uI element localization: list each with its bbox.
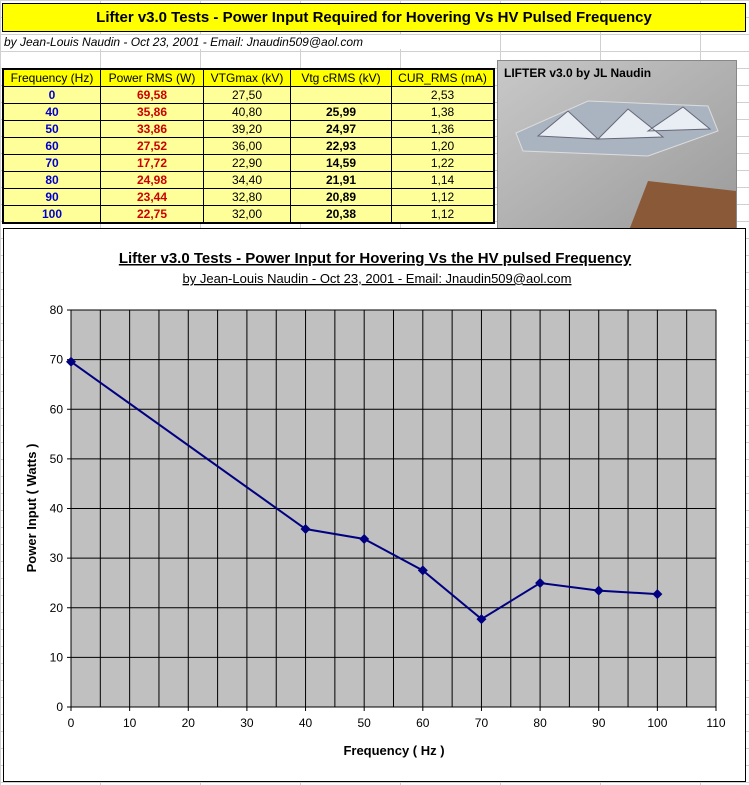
x-tick-label: 110 (706, 716, 725, 730)
table-cell: 21,91 (290, 171, 392, 189)
data-point (300, 524, 311, 535)
table-cell: 1,12 (391, 188, 495, 206)
table-cell: 20,89 (290, 188, 392, 206)
table-cell: 40,80 (203, 103, 291, 121)
table-cell: 1,12 (391, 205, 495, 224)
table-cell: 69,58 (100, 86, 204, 104)
table-cell: 1,14 (391, 171, 495, 189)
series-line (70, 360, 658, 621)
y-tick-label: 40 (50, 502, 64, 516)
table-cell (290, 86, 392, 104)
column-header: Power RMS (W) (100, 68, 204, 87)
x-tick-label: 100 (647, 716, 667, 730)
y-tick-label: 10 (50, 650, 64, 664)
chart-subtitle: by Jean-Louis Naudin - Oct 23, 2001 - Em… (183, 271, 572, 286)
y-tick-label: 50 (50, 452, 64, 466)
table-row: 100 22,75 32,00 20,38 1,12 (2, 205, 495, 224)
table-cell: 1,20 (391, 137, 495, 155)
table-cell: 25,99 (290, 103, 392, 121)
chart: Lifter v3.0 Tests - Power Input for Hove… (3, 228, 746, 782)
x-axis-label: Frequency ( Hz ) (343, 743, 444, 758)
x-tick-label: 10 (123, 716, 137, 730)
table-cell: 40 (2, 103, 101, 121)
table-cell: 22,90 (203, 154, 291, 172)
table-cell: 24,98 (100, 171, 204, 189)
table-cell: 80 (2, 171, 101, 189)
data-point (652, 589, 663, 600)
table-cell: 1,38 (391, 103, 495, 121)
data-point (66, 356, 76, 367)
table-cell: 32,00 (203, 205, 291, 224)
y-tick-label: 70 (50, 353, 64, 367)
y-tick-label: 20 (50, 601, 64, 615)
photo-caption: LIFTER v3.0 by JL Naudin (504, 66, 651, 80)
column-header: VTGmax (kV) (203, 68, 291, 87)
table-row: 0 69,58 27,50 2,53 (2, 86, 495, 104)
column-header: CUR_RMS (mA) (391, 68, 495, 87)
data-table: Frequency (Hz) Power RMS (W) VTGmax (kV) Vt… (2, 68, 495, 224)
y-tick-label: 30 (50, 551, 64, 565)
table-cell: 35,86 (100, 103, 204, 121)
table-cell: 33,86 (100, 120, 204, 138)
table-cell: 27,50 (203, 86, 291, 104)
table-row: 50 33,86 39,20 24,97 1,36 (2, 120, 495, 138)
y-tick-label: 80 (50, 303, 64, 317)
table-row: 60 27,52 36,00 22,93 1,20 (2, 137, 495, 155)
table-cell: 100 (2, 205, 101, 224)
data-point (593, 585, 604, 596)
table-cell: 22,93 (290, 137, 392, 155)
x-tick-label: 90 (592, 716, 606, 730)
table-cell: 36,00 (203, 137, 291, 155)
byline: by Jean-Louis Naudin - Oct 23, 2001 - Em… (4, 35, 494, 49)
y-tick-label: 60 (50, 402, 64, 416)
table-cell: 0 (2, 86, 101, 104)
table-cell: 24,97 (290, 120, 392, 138)
table-cell: 20,38 (290, 205, 392, 224)
y-axis-label: Power Input ( Watts ) (24, 444, 39, 573)
table-cell: 34,40 (203, 171, 291, 189)
table-cell: 23,44 (100, 188, 204, 206)
table-cell: 2,53 (391, 86, 495, 104)
x-tick-label: 60 (416, 716, 430, 730)
photo: LIFTER v3.0 by JL Naudin (497, 60, 737, 234)
x-tick-label: 20 (182, 716, 196, 730)
table-cell: 22,75 (100, 205, 204, 224)
table-cell: 50 (2, 120, 101, 138)
data-point (476, 614, 487, 625)
x-tick-label: 40 (299, 716, 313, 730)
table-row: 40 35,86 40,80 25,99 1,38 (2, 103, 495, 121)
table-cell: 39,20 (203, 120, 291, 138)
table-cell: 70 (2, 154, 101, 172)
table-cell: 90 (2, 188, 101, 206)
chart-title: Lifter v3.0 Tests - Power Input for Hove… (119, 250, 632, 267)
x-tick-label: 80 (533, 716, 547, 730)
table-row: 80 24,98 34,40 21,91 1,14 (2, 171, 495, 189)
data-point (417, 565, 428, 576)
x-tick-label: 0 (68, 716, 75, 730)
x-tick-label: 50 (358, 716, 372, 730)
table-cell: 32,80 (203, 188, 291, 206)
table-cell: 60 (2, 137, 101, 155)
table-row: 90 23,44 32,80 20,89 1,12 (2, 188, 495, 206)
table-cell: 1,22 (391, 154, 495, 172)
sheet-title: Lifter v3.0 Tests - Power Input Required… (2, 3, 746, 32)
column-header: Vtg cRMS (kV) (290, 68, 392, 87)
table-cell: 14,59 (290, 154, 392, 172)
table-cell: 17,72 (100, 154, 204, 172)
table-cell: 1,36 (391, 120, 495, 138)
table-cell: 27,52 (100, 137, 204, 155)
table-row: 70 17,72 22,90 14,59 1,22 (2, 154, 495, 172)
y-tick-label: 0 (56, 700, 63, 714)
column-header: Frequency (Hz) (2, 68, 101, 87)
data-point (535, 578, 546, 589)
x-tick-label: 30 (240, 716, 254, 730)
x-tick-label: 70 (475, 716, 489, 730)
data-point (359, 533, 370, 544)
